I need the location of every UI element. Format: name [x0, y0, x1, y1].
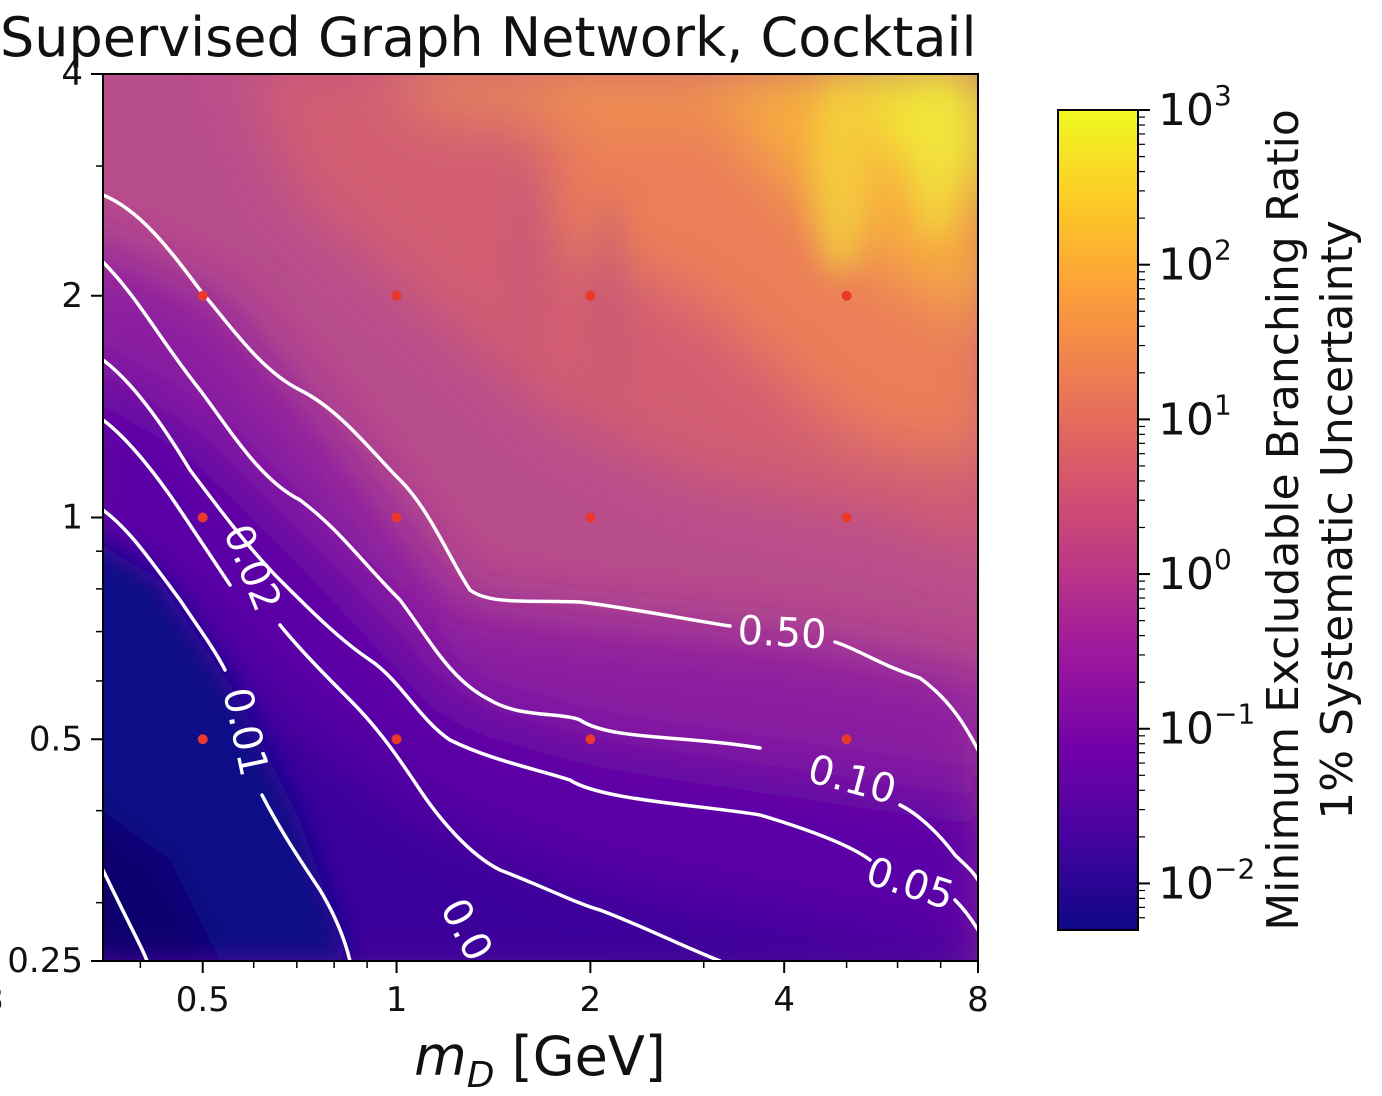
- signal-point: [391, 734, 402, 745]
- x-tick-label: 2: [580, 980, 602, 1020]
- colorbar-tick-label: 102: [1158, 234, 1232, 291]
- x-tick-label: 0.5: [176, 980, 230, 1020]
- colorbar-tick-label: 100: [1158, 543, 1232, 600]
- colorbar-tick-label: 103: [1158, 79, 1232, 136]
- colorbar-tick-label: 10−2: [1158, 852, 1255, 909]
- contour-line-0.05: [103, 358, 978, 932]
- signal-point: [841, 734, 852, 745]
- x-axis: 0.5 1 2 4 8 0.3: [0, 961, 989, 1020]
- signal-point: [197, 512, 208, 523]
- heatmap: [103, 74, 978, 961]
- contour-label-0.50: 0.50: [736, 608, 827, 659]
- colorbar: 103 102 101 100 10−1 10−2 Minimum Excludable …: [1057, 79, 1363, 931]
- colorbar-tick-label: 10−1: [1158, 698, 1255, 755]
- contour-line-0.50: [103, 193, 978, 752]
- x-axis-label-unit: [GeV]: [495, 1025, 666, 1088]
- signal-point: [585, 734, 596, 745]
- contour-line-0.01: [103, 508, 352, 961]
- contour-line-0.005: [103, 868, 149, 961]
- colorbar-label-line1: Minimum Excludable Branching Ratio: [1258, 109, 1309, 931]
- signal-points: [197, 290, 852, 745]
- signal-point: [391, 512, 402, 523]
- x-tick-label: 1: [386, 980, 408, 1020]
- colorbar-label-line2: 1% Systematic Uncertainty: [1312, 220, 1363, 820]
- x-axis-label-symbol: m: [414, 1025, 467, 1088]
- signal-point: [197, 290, 208, 301]
- signal-point: [585, 290, 596, 301]
- y-tick-label: 2: [61, 276, 83, 316]
- x-axis-label-subscript: D: [467, 1055, 495, 1096]
- signal-point: [391, 290, 402, 301]
- x-tick-label-edge: 0.3: [0, 980, 4, 1020]
- colorbar-gradient: [1057, 109, 1139, 931]
- x-axis-label: mD [GeV]: [414, 1025, 666, 1096]
- y-tick-label: 0.5: [29, 719, 83, 759]
- contours: [103, 193, 978, 961]
- y-tick-label: 0.25: [7, 941, 83, 981]
- y-tick-label: 4: [61, 54, 83, 94]
- x-tick-label: 8: [967, 980, 989, 1020]
- contour-line-0.10: [103, 260, 978, 882]
- signal-point: [197, 734, 208, 745]
- signal-point: [841, 290, 852, 301]
- signal-point: [841, 512, 852, 523]
- x-tick-label: 4: [773, 980, 795, 1020]
- y-axis: 0.25 0.5 1 2 4: [7, 54, 103, 981]
- contour-line-0.02: [103, 418, 722, 961]
- colorbar-tick-label: 101: [1158, 388, 1232, 445]
- chart-title: Supervised Graph Network, Cocktail: [0, 6, 977, 69]
- y-tick-label: 1: [61, 498, 83, 538]
- signal-point: [585, 512, 596, 523]
- colorbar-ticks: 103 102 101 100 10−1 10−2: [1138, 79, 1255, 919]
